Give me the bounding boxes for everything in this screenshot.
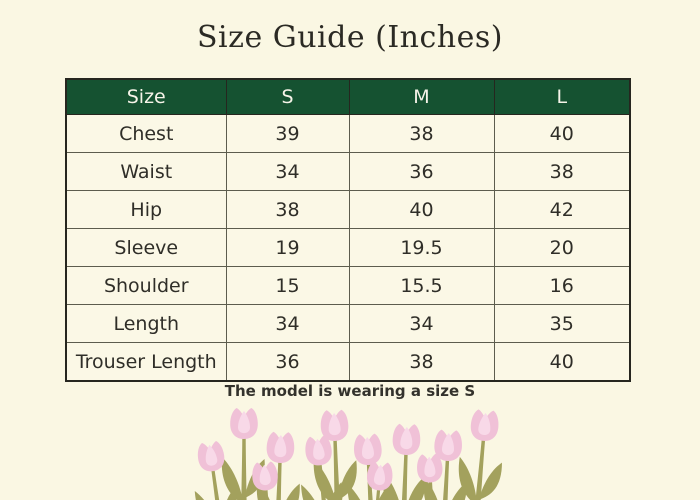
cell-value: 19 (225, 228, 350, 267)
row-label: Waist (65, 152, 227, 191)
row-label: Sleeve (65, 228, 227, 267)
column-header-l: L (493, 78, 631, 115)
cell-value: 34 (225, 152, 350, 191)
column-header-size: Size (65, 78, 227, 115)
column-header-s: S (225, 78, 350, 115)
cell-value: 40 (348, 190, 495, 229)
cell-value: 42 (493, 190, 631, 229)
cell-value: 36 (225, 342, 350, 382)
cell-value: 39 (225, 114, 350, 153)
cell-value: 15.5 (348, 266, 495, 305)
table-row-trouser-length: Trouser Length 36 38 40 (65, 342, 631, 382)
row-label: Length (65, 304, 227, 343)
page-title: Size Guide (Inches) (197, 20, 503, 55)
table-row-sleeve: Sleeve 19 19.5 20 (65, 228, 631, 267)
size-table-header-row: Size S M L (65, 78, 631, 115)
cell-value: 15 (225, 266, 350, 305)
cell-value: 38 (493, 152, 631, 191)
cell-value: 38 (348, 114, 495, 153)
table-row-length: Length 34 34 35 (65, 304, 631, 343)
row-label: Trouser Length (65, 342, 227, 382)
model-size-note: The model is wearing a size S (224, 382, 476, 400)
column-header-m: M (348, 78, 495, 115)
cell-value: 36 (348, 152, 495, 191)
cell-value: 16 (493, 266, 631, 305)
table-row-waist: Waist 34 36 38 (65, 152, 631, 191)
cell-value: 40 (493, 342, 631, 382)
row-label: Chest (65, 114, 227, 153)
cell-value: 38 (225, 190, 350, 229)
cell-value: 35 (493, 304, 631, 343)
row-label: Hip (65, 190, 227, 229)
table-row-chest: Chest 39 38 40 (65, 114, 631, 153)
tulip-flowers-illustration (188, 408, 507, 500)
cell-value: 19.5 (348, 228, 495, 267)
cell-value: 38 (348, 342, 495, 382)
cell-value: 34 (348, 304, 495, 343)
size-table: Size S M L Chest 39 38 40 Waist 34 36 38… (65, 78, 631, 382)
cell-value: 40 (493, 114, 631, 153)
cell-value: 20 (493, 228, 631, 267)
cell-value: 34 (225, 304, 350, 343)
table-row-hip: Hip 38 40 42 (65, 190, 631, 229)
table-row-shoulder: Shoulder 15 15.5 16 (65, 266, 631, 305)
row-label: Shoulder (65, 266, 227, 305)
